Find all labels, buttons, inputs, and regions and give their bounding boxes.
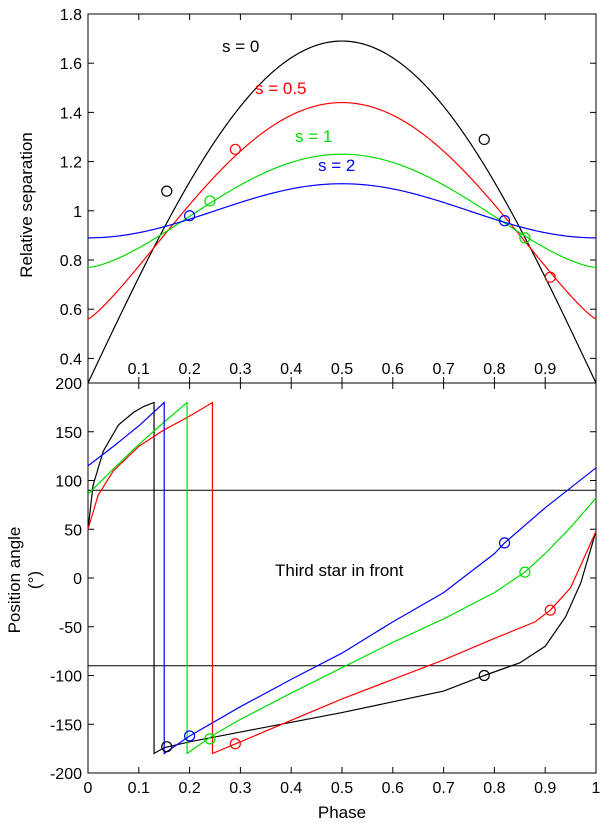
- top-marker-circle: [478, 133, 490, 146]
- top-series-line-2: [87, 153, 597, 268]
- top-series-line-3: [87, 183, 597, 239]
- top-y-tick-label: 1.2: [60, 155, 82, 172]
- bottom-marker-circle: [161, 741, 173, 753]
- top-y-tick-label: 1.8: [60, 7, 82, 24]
- top-marker-circle: [544, 271, 556, 283]
- bottom-x-tick-label: 0: [84, 780, 93, 797]
- bottom-y-ticks: -200 -150 -100 -50 0 50 100 150 200: [50, 376, 596, 783]
- top-inner-x-tick-label: 0.3: [229, 361, 251, 378]
- bottom-y-tick-label: -200: [50, 766, 82, 783]
- bottom-series-line-2: [87, 401, 597, 755]
- series-label-s05: s = 0.5: [255, 79, 307, 98]
- bottom-x-tick-label: 0.7: [432, 780, 454, 797]
- top-marker-circle: [498, 215, 511, 227]
- bottom-marker-circle: [498, 537, 511, 549]
- bottom-marker-circle: [544, 604, 556, 616]
- bottom-series-line-1: [87, 401, 597, 755]
- top-y-tick-label: 1.4: [60, 105, 82, 122]
- top-markers-group: [161, 133, 556, 283]
- top-inner-x-tick-label: 0.4: [280, 361, 302, 378]
- bottom-x-tick-label: 1: [592, 780, 600, 797]
- bottom-y-tick-label: 100: [55, 474, 82, 491]
- top-marker-circle: [229, 143, 241, 155]
- bottom-y-tick-label: 150: [55, 425, 82, 442]
- top-y-tick-label: 0.4: [60, 351, 82, 368]
- bottom-y-tick-label: 200: [55, 376, 82, 393]
- top-series-group: [87, 40, 597, 384]
- bottom-y-tick-label: 50: [64, 522, 82, 539]
- top-inner-x-ticks: 0.1 0.2 0.3 0.4 0.5 0.6 0.7 0.8 0.9: [128, 14, 556, 383]
- bottom-marker-circle: [519, 566, 531, 578]
- top-y-tick-label: 1.6: [60, 56, 82, 73]
- annotation-third-star: Third star in front: [275, 561, 404, 580]
- bottom-x-ticks: 0 0.1 0.2 0.3 0.4 0.5 0.6 0.7 0.8 0.9 1: [84, 383, 600, 797]
- bottom-y-axis-title-line2: (°): [25, 571, 44, 589]
- top-y-tick-label: 0.6: [60, 302, 82, 319]
- top-inner-x-tick-label: 0.5: [331, 361, 353, 378]
- top-inner-x-tick-label: 0.2: [178, 361, 200, 378]
- bottom-x-tick-label: 0.4: [280, 780, 302, 797]
- top-inner-x-tick-label: 0.1: [128, 361, 150, 378]
- top-y-axis-title: Relative separation: [17, 132, 36, 278]
- bottom-marker-circle: [478, 669, 490, 682]
- bottom-y-axis-title-line1: Position angle: [5, 527, 24, 634]
- bottom-x-tick-label: 0.1: [128, 780, 150, 797]
- top-inner-x-tick-label: 0.7: [432, 361, 454, 378]
- series-label-s2: s = 2: [318, 156, 355, 175]
- top-inner-x-tick-label: 0.8: [483, 361, 505, 378]
- series-label-s1: s = 1: [295, 127, 332, 146]
- bottom-y-tick-label: -150: [50, 717, 82, 734]
- bottom-y-axis-title: Position angle (°): [5, 527, 44, 634]
- series-label-s0: s = 0: [222, 37, 259, 56]
- bottom-x-tick-label: 0.8: [483, 780, 505, 797]
- top-series-line-0: [87, 40, 597, 384]
- bottom-marker-circle: [229, 738, 241, 750]
- bottom-x-tick-label: 0.5: [331, 780, 353, 797]
- bottom-x-axis-title: Phase: [318, 803, 366, 822]
- top-marker-circle: [184, 210, 196, 222]
- top-marker-circle: [519, 232, 531, 244]
- bottom-y-tick-label: 0: [73, 571, 82, 588]
- bottom-markers-group: [161, 537, 556, 753]
- bottom-y-tick-label: -100: [50, 669, 82, 686]
- top-y-tick-label: 0.8: [60, 253, 82, 270]
- top-y-ticks: 0.4 0.6 0.8 1 1.2 1.4 1.6 1.8: [60, 7, 596, 368]
- bottom-x-tick-label: 0.9: [534, 780, 556, 797]
- top-inner-x-tick-label: 0.6: [382, 361, 404, 378]
- top-inner-x-tick-label: 0.9: [534, 361, 556, 378]
- top-panel-relative-separation: 0.40.60.811.21.41.61.8 0.1 0.2 0.3 0.4 0.5 0.…: [17, 7, 597, 384]
- bottom-series-line-0: [87, 401, 597, 755]
- bottom-marker-circle: [204, 733, 216, 745]
- top-marker-circle: [161, 185, 173, 197]
- bottom-x-tick-label: 0.3: [229, 780, 251, 797]
- bottom-panel-position-angle: -200 -150 -100 -50 0 50 100 150 200 0 0.1 0.2 0.3 0.…: [5, 376, 600, 822]
- bottom-x-tick-label: 0.6: [382, 780, 404, 797]
- top-y-tick-label: 1: [73, 204, 82, 221]
- bottom-marker-circle: [184, 730, 196, 742]
- top-marker-circle: [204, 195, 216, 207]
- bottom-y-tick-label: -50: [59, 620, 82, 637]
- bottom-x-tick-label: 0.2: [178, 780, 200, 797]
- top-series-line-1: [87, 101, 597, 320]
- top-axes-frame: [87, 13, 597, 384]
